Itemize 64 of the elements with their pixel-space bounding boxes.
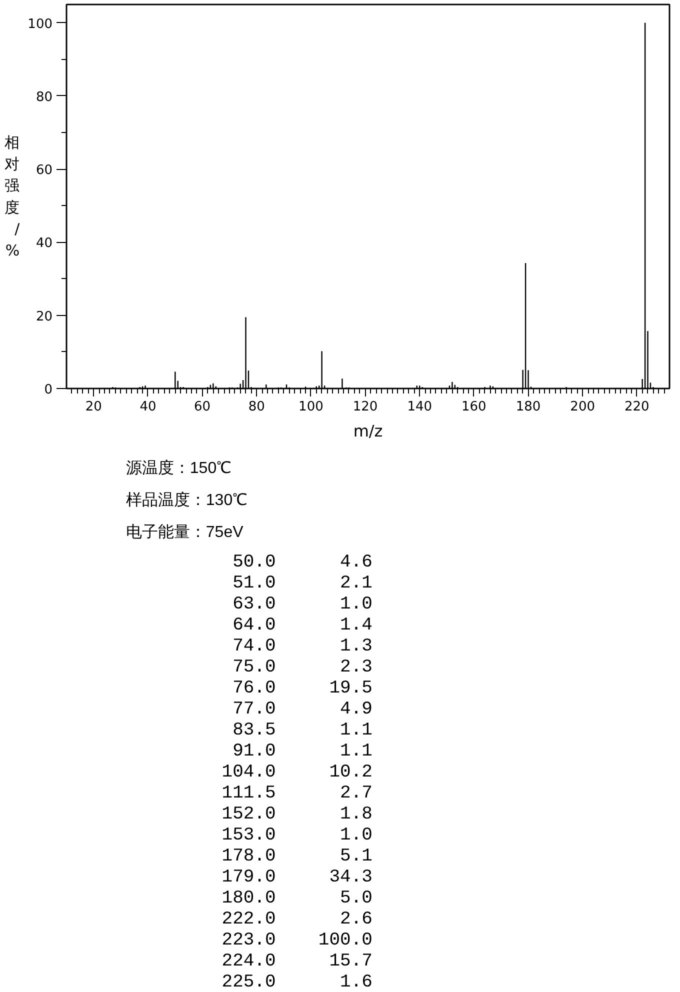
text: 75.0 <box>232 658 276 678</box>
text: 64.0 <box>232 616 276 636</box>
text: 180.0 <box>222 888 276 908</box>
text: 1.0 <box>340 826 372 846</box>
y-tick-label: 20 <box>36 309 53 324</box>
y-tick-label: 0 <box>44 382 53 398</box>
text: 2.6 <box>340 910 372 930</box>
x-tick-label: 100 <box>298 400 324 414</box>
text: 1.0 <box>340 594 372 614</box>
x-tick-label: 80 <box>248 400 265 414</box>
x-tick-label: 220 <box>624 400 650 414</box>
x-tick-label: 60 <box>194 400 211 414</box>
text: 4.9 <box>340 700 372 720</box>
text: 样品温度：130℃ <box>126 491 248 509</box>
y-tick-label: 40 <box>36 236 53 252</box>
text: 15.7 <box>329 952 372 972</box>
text: 50.0 <box>232 552 276 572</box>
text: 5.0 <box>340 888 372 908</box>
text: 223.0 <box>222 930 276 950</box>
text: 104.0 <box>222 762 276 782</box>
text: 76.0 <box>232 678 276 698</box>
text: 224.0 <box>222 952 276 972</box>
text: 1.3 <box>340 636 372 656</box>
text: 1.1 <box>340 720 372 740</box>
text: 1.4 <box>340 616 372 636</box>
text: 源温度：150℃ <box>126 459 232 477</box>
text: 4.6 <box>340 552 372 572</box>
text: 10.2 <box>329 762 372 782</box>
text: 83.5 <box>232 720 276 740</box>
text: 152.0 <box>222 804 276 824</box>
x-tick-label: 140 <box>407 400 432 414</box>
x-axis-title: m/z <box>353 422 383 440</box>
text: 1.1 <box>340 742 372 762</box>
y-tick-label: 60 <box>36 163 53 178</box>
text: 1.6 <box>340 972 372 992</box>
y-tick-label: 80 <box>36 90 53 105</box>
x-tick-label: 120 <box>352 400 378 414</box>
text: 2.7 <box>340 784 372 804</box>
text: 1.8 <box>340 804 372 824</box>
x-tick-label: 20 <box>85 400 102 414</box>
text: 225.0 <box>222 972 276 992</box>
text: 电子能量：75eV <box>126 523 244 541</box>
x-tick-label: 40 <box>140 400 156 414</box>
text: 63.0 <box>232 594 276 614</box>
y-axis-title: 相对强度/% <box>4 134 21 260</box>
text: 179.0 <box>222 868 276 888</box>
text: 5.1 <box>340 846 372 866</box>
text: 19.5 <box>329 678 372 698</box>
text: 2.3 <box>340 658 372 678</box>
text: 2.1 <box>340 574 372 594</box>
text: 100.0 <box>318 930 372 950</box>
text: 34.3 <box>329 868 372 888</box>
x-tick-label: 180 <box>516 400 541 414</box>
y-tick-label: 100 <box>28 16 53 32</box>
text: 77.0 <box>232 700 276 720</box>
text: 91.0 <box>232 742 276 762</box>
text: 153.0 <box>222 826 276 846</box>
text: 222.0 <box>222 910 276 930</box>
text: 74.0 <box>232 636 276 656</box>
x-tick-label: 200 <box>570 400 596 414</box>
text: 178.0 <box>222 846 276 866</box>
text: 51.0 <box>232 574 276 594</box>
text: 111.5 <box>222 784 276 804</box>
x-tick-label: 160 <box>462 400 486 414</box>
